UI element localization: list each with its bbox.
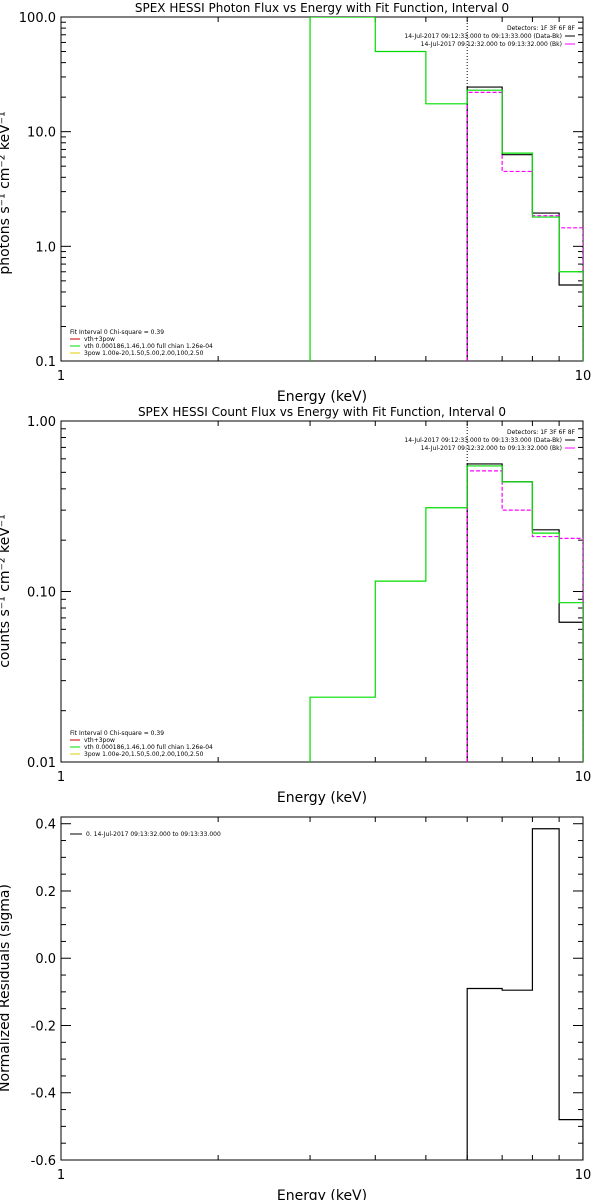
x-axis-label: Energy (keV) [277, 790, 367, 806]
chart-panel-1: SPEX HESSI Photon Flux vs Energy with Fi… [0, 1, 591, 405]
x-tick-label: 10 [575, 770, 592, 785]
chart-title: SPEX HESSI Count Flux vs Energy with Fit… [138, 405, 506, 419]
series-bk-line [466, 91, 583, 361]
x-axis-label: Energy (keV) [277, 389, 367, 405]
series-residuals-line [466, 828, 583, 1160]
y-axis-label: photons s⁻¹ cm⁻² keV⁻¹ [0, 111, 13, 274]
legend-entry: 14-Jul-2017 09:12:32.000 to 09:13:32.000… [421, 445, 562, 452]
plot-frame [60, 816, 584, 1161]
y-tick-label: 10.0 [27, 126, 56, 141]
series-data-bk-line [466, 86, 583, 361]
fit-legend-entry: 3pow 1.00e-20,1.50,5.00,2.00,100,2.50 [84, 350, 204, 357]
legend-entry: 14-Jul-2017 09:12:33.000 to 09:13:33.000… [404, 33, 562, 40]
y-tick-label: 0.2 [35, 885, 56, 900]
fit-legend-entry: vth+3pow [84, 737, 115, 744]
x-tick-label: 10 [575, 1168, 592, 1183]
fit-legend-entry: vth+3pow [84, 336, 115, 343]
legend-header: Detectors: 1F 3F 6F 8F [507, 25, 576, 32]
series-vth-line [309, 465, 583, 762]
fit-legend-entry: vth 0.000186,1.46,1.00 full chian 1.26e-… [84, 343, 213, 350]
legend-header: Detectors: 1F 3F 6F 8F [507, 429, 576, 436]
y-tick-label: -0.2 [31, 1019, 56, 1034]
x-tick-label: 1 [57, 1168, 65, 1183]
y-tick-label: 0.0 [35, 952, 56, 967]
plot-frame [60, 420, 584, 763]
x-tick-label: 1 [57, 369, 65, 384]
chart-title: SPEX HESSI Photon Flux vs Energy with Fi… [135, 1, 509, 15]
series-bk-line [466, 470, 583, 762]
y-tick-label: -0.4 [31, 1087, 56, 1102]
y-axis-label: Normalized Residuals (sigma) [0, 884, 13, 1092]
fit-legend-header: Fit Interval 0 Chi-square = 0.39 [70, 329, 164, 336]
y-axis-label: counts s⁻¹ cm⁻² keV⁻¹ [0, 514, 13, 668]
y-tick-label: 1.00 [27, 415, 56, 430]
chart-panel-2: SPEX HESSI Count Flux vs Energy with Fit… [0, 405, 591, 806]
series-vth-line [309, 17, 583, 361]
series-group [466, 828, 583, 1160]
series-group [309, 17, 583, 361]
y-tick-label: 0.4 [35, 818, 56, 833]
y-tick-label: -0.6 [31, 1154, 56, 1169]
series-data-bk-line [466, 463, 583, 762]
legend-entry: 14-Jul-2017 09:12:33.000 to 09:13:33.000… [404, 437, 562, 444]
y-tick-label: 100.0 [19, 11, 56, 26]
y-tick-label: 0.01 [27, 756, 56, 771]
x-tick-label: 10 [575, 369, 592, 384]
y-tick-label: 0.10 [27, 586, 56, 601]
plot-frame [60, 16, 584, 362]
series-group [309, 463, 583, 762]
chart-panel-3: 1 10 Energy (keV) 0.4 0.2 0.0 -0.2 -0.4 -0.6 Norm… [0, 816, 592, 1200]
y-tick-label: 0.1 [35, 355, 56, 370]
x-tick-label: 1 [57, 770, 65, 785]
y-tick-label: 1.0 [35, 240, 56, 255]
legend-entry: 14-Jul-2017 09:12:32.000 to 09:13:32.000… [421, 41, 562, 48]
x-axis-label: Energy (keV) [277, 1188, 367, 1200]
fit-legend-header: Fit Interval 0 Chi-square = 0.39 [70, 730, 164, 737]
fit-legend-entry: vth 0.000186,1.46,1.00 full chian 1.26e-… [84, 744, 213, 751]
fit-legend-entry: 3pow 1.00e-20,1.50,5.00,2.00,100,2.50 [84, 751, 204, 758]
legend-entry: 0. 14-Jul-2017 09:13:32.000 to 09:13:33.… [86, 831, 221, 838]
